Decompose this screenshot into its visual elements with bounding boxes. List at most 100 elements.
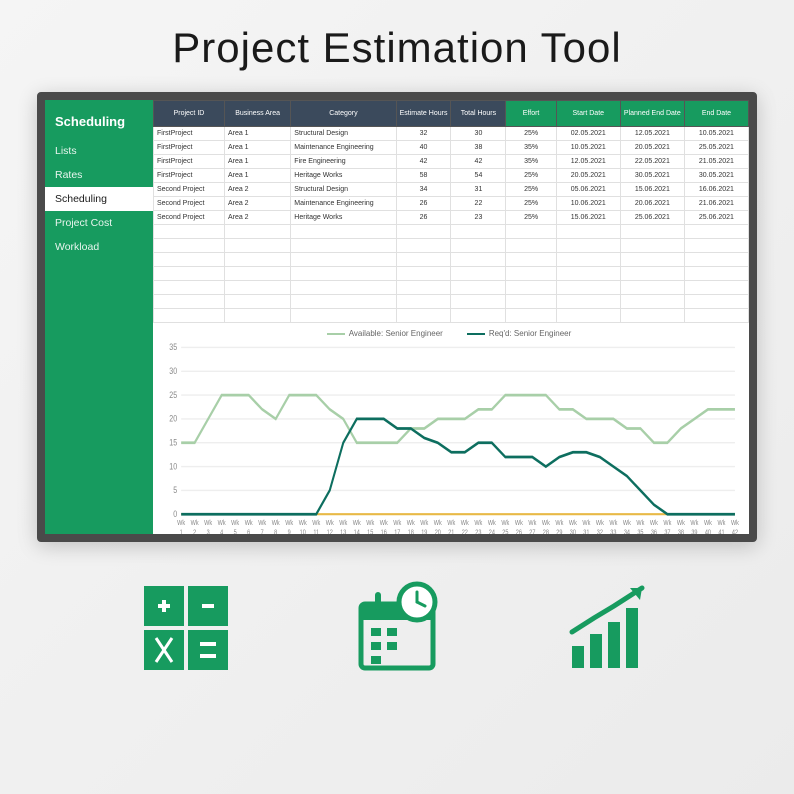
- table-cell: Heritage Works: [291, 211, 396, 225]
- svg-text:Wk: Wk: [623, 519, 632, 527]
- table-row[interactable]: Second ProjectArea 2Heritage Works262325…: [154, 211, 749, 225]
- table-cell: Area 2: [224, 183, 290, 197]
- column-header[interactable]: Planned End Date: [620, 101, 684, 127]
- sidebar-item-scheduling[interactable]: Scheduling: [45, 187, 153, 211]
- table-cell: 25%: [506, 127, 556, 141]
- table-cell: Area 1: [224, 169, 290, 183]
- svg-text:Wk: Wk: [447, 519, 456, 527]
- svg-text:Wk: Wk: [231, 519, 240, 527]
- table-row-empty: [154, 239, 749, 253]
- table-cell: Maintenance Engineering: [291, 197, 396, 211]
- svg-text:Wk: Wk: [542, 519, 551, 527]
- svg-text:0: 0: [173, 508, 177, 519]
- column-header[interactable]: Effort: [506, 101, 556, 127]
- svg-text:13: 13: [340, 529, 346, 534]
- table-cell: 10.05.2021: [684, 127, 748, 141]
- svg-text:25: 25: [169, 389, 177, 400]
- svg-text:Wk: Wk: [380, 519, 389, 527]
- svg-text:Wk: Wk: [474, 519, 483, 527]
- svg-text:23: 23: [475, 529, 481, 534]
- column-header[interactable]: Project ID: [154, 101, 225, 127]
- svg-text:Wk: Wk: [299, 519, 308, 527]
- table-cell: Maintenance Engineering: [291, 141, 396, 155]
- legend-item: Available: Senior Engineer: [327, 329, 443, 338]
- svg-text:35: 35: [637, 529, 643, 534]
- sidebar-heading: Scheduling: [45, 108, 153, 139]
- table-row[interactable]: Second ProjectArea 2Maintenance Engineer…: [154, 197, 749, 211]
- table-cell: 58: [396, 169, 451, 183]
- svg-text:41: 41: [718, 529, 724, 534]
- table-cell: 25%: [506, 197, 556, 211]
- calculator-icon: [136, 578, 236, 678]
- svg-text:Wk: Wk: [434, 519, 443, 527]
- workload-chart: Available: Senior EngineerReq'd: Senior …: [153, 323, 749, 534]
- table-cell: 42: [396, 155, 451, 169]
- svg-text:29: 29: [556, 529, 562, 534]
- table-cell: 38: [451, 141, 506, 155]
- schedule-table-wrap: Project IDBusiness AreaCategoryEstimate …: [153, 100, 749, 323]
- svg-text:36: 36: [651, 529, 657, 534]
- calendar-clock-icon: [347, 578, 447, 678]
- column-header[interactable]: Estimate Hours: [396, 101, 451, 127]
- table-cell: 25%: [506, 169, 556, 183]
- table-row[interactable]: FirstProjectArea 1Heritage Works585425%2…: [154, 169, 749, 183]
- table-cell: 21.05.2021: [684, 155, 748, 169]
- svg-text:Wk: Wk: [339, 519, 348, 527]
- column-header[interactable]: Business Area: [224, 101, 290, 127]
- svg-text:Wk: Wk: [663, 519, 672, 527]
- table-cell: Second Project: [154, 211, 225, 225]
- svg-text:Wk: Wk: [258, 519, 267, 527]
- table-cell: 12.05.2021: [556, 155, 620, 169]
- sidebar-item-rates[interactable]: Rates: [45, 163, 153, 187]
- column-header[interactable]: Start Date: [556, 101, 620, 127]
- sidebar: Scheduling ListsRatesSchedulingProject C…: [45, 100, 153, 534]
- svg-text:Wk: Wk: [636, 519, 645, 527]
- column-header[interactable]: Total Hours: [451, 101, 506, 127]
- column-header[interactable]: Category: [291, 101, 396, 127]
- column-header[interactable]: End Date: [684, 101, 748, 127]
- table-cell: 25.06.2021: [620, 211, 684, 225]
- svg-text:40: 40: [705, 529, 711, 534]
- table-cell: 20.05.2021: [620, 141, 684, 155]
- table-cell: Area 2: [224, 211, 290, 225]
- svg-text:30: 30: [570, 529, 576, 534]
- table-cell: Heritage Works: [291, 169, 396, 183]
- feature-icons-row: [0, 542, 794, 678]
- svg-text:Wk: Wk: [515, 519, 524, 527]
- svg-text:37: 37: [664, 529, 670, 534]
- svg-text:Wk: Wk: [285, 519, 294, 527]
- table-row-empty: [154, 225, 749, 239]
- table-row[interactable]: Second ProjectArea 2Structural Design343…: [154, 183, 749, 197]
- sidebar-item-project-cost[interactable]: Project Cost: [45, 211, 153, 235]
- svg-text:18: 18: [408, 529, 414, 534]
- table-cell: 21.06.2021: [684, 197, 748, 211]
- svg-text:Wk: Wk: [218, 519, 227, 527]
- svg-text:10: 10: [169, 460, 177, 471]
- svg-text:32: 32: [597, 529, 603, 534]
- table-cell: 22.05.2021: [620, 155, 684, 169]
- svg-text:24: 24: [489, 529, 495, 534]
- table-row[interactable]: FirstProjectArea 1Maintenance Engineerin…: [154, 141, 749, 155]
- table-cell: 15.06.2021: [556, 211, 620, 225]
- sidebar-item-lists[interactable]: Lists: [45, 139, 153, 163]
- svg-text:Wk: Wk: [690, 519, 699, 527]
- svg-text:Wk: Wk: [461, 519, 470, 527]
- svg-text:Wk: Wk: [420, 519, 429, 527]
- table-cell: 26: [396, 197, 451, 211]
- table-row[interactable]: FirstProjectArea 1Fire Engineering424235…: [154, 155, 749, 169]
- svg-text:Wk: Wk: [609, 519, 618, 527]
- table-cell: FirstProject: [154, 155, 225, 169]
- svg-text:42: 42: [732, 529, 738, 534]
- table-cell: 05.06.2021: [556, 183, 620, 197]
- table-cell: 20.06.2021: [620, 197, 684, 211]
- svg-text:Wk: Wk: [582, 519, 591, 527]
- table-cell: 20.05.2021: [556, 169, 620, 183]
- svg-text:Wk: Wk: [204, 519, 213, 527]
- svg-text:35: 35: [169, 342, 177, 352]
- table-cell: Area 2: [224, 197, 290, 211]
- sidebar-item-workload[interactable]: Workload: [45, 235, 153, 259]
- table-row[interactable]: FirstProjectArea 1Structural Design32302…: [154, 127, 749, 141]
- table-cell: 10.06.2021: [556, 197, 620, 211]
- table-cell: 22: [451, 197, 506, 211]
- svg-text:15: 15: [367, 529, 373, 534]
